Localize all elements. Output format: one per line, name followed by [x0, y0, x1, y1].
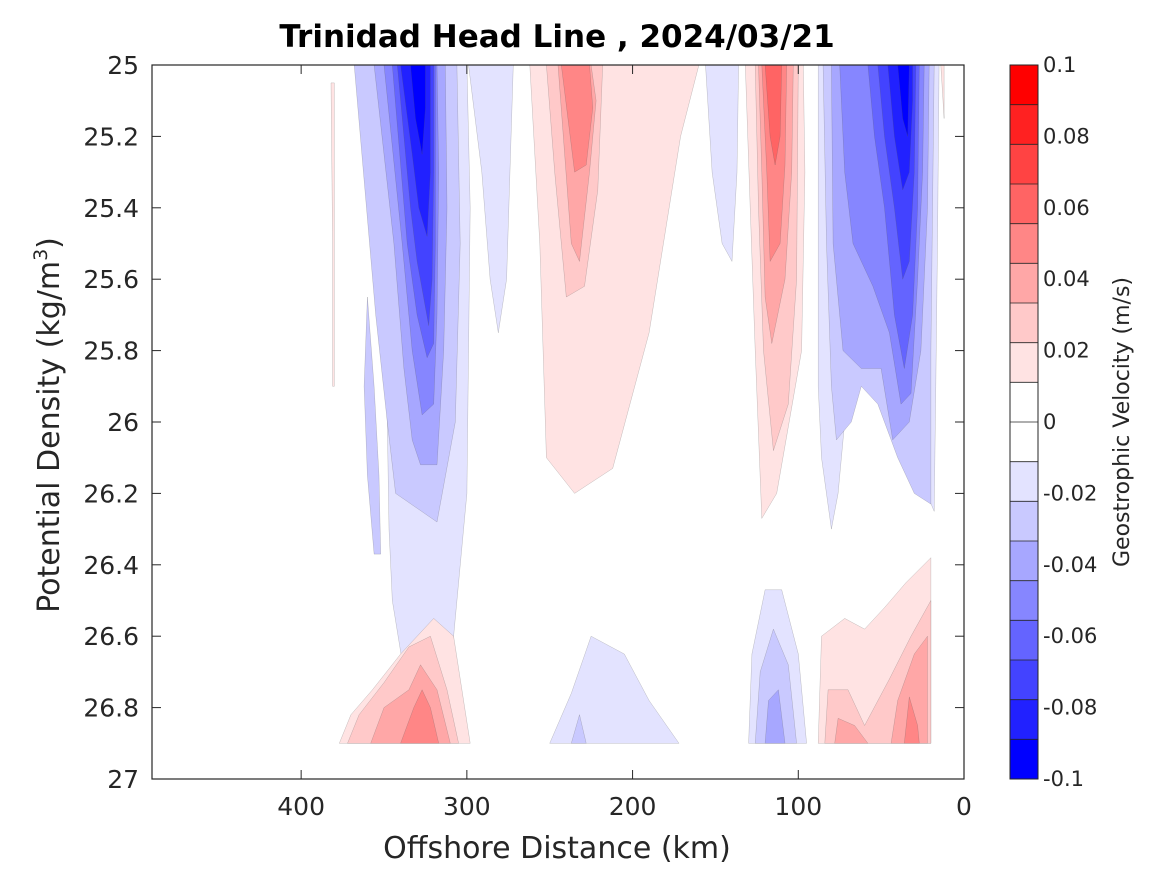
colorbar-tick-label: 0.06 — [1043, 196, 1090, 220]
contour-region — [897, 65, 910, 137]
x-tick-label: 200 — [609, 792, 657, 821]
y-axis-label-superscript: 3 — [30, 249, 52, 261]
colorbar-swatch — [1010, 382, 1038, 423]
colorbar-swatch — [1010, 699, 1038, 740]
contour-region — [705, 65, 739, 263]
chart-title: Trinidad Head Line , 2024/03/21 — [279, 19, 834, 55]
y-tick-label: 25.4 — [83, 194, 139, 223]
colorbar-swatch — [1010, 620, 1038, 661]
y-axis-label-main: Potential Density (kg/m — [32, 261, 67, 613]
contour-fills — [330, 65, 945, 744]
colorbar-swatch — [1010, 65, 1038, 106]
contour-region — [764, 689, 786, 744]
colorbar-swatch — [1010, 263, 1038, 304]
y-tick-label: 27 — [107, 765, 139, 794]
y-tick-label: 26 — [107, 408, 139, 437]
colorbar-swatch — [1010, 660, 1038, 701]
y-tick-label: 25.8 — [83, 337, 139, 366]
y-tick-label: 25.2 — [83, 122, 139, 151]
x-axis: 400 300 200 100 0 — [277, 65, 972, 821]
colorbar-tick-label: -0.04 — [1043, 553, 1097, 577]
colorbar-swatch — [1010, 184, 1038, 225]
x-tick-label: 300 — [443, 792, 491, 821]
y-tick-label: 26.6 — [83, 622, 139, 651]
colorbar-tick-label: 0.1 — [1043, 53, 1076, 77]
colorbar-swatch — [1010, 541, 1038, 582]
colorbar-tick-label: 0.04 — [1043, 267, 1090, 291]
colorbar-swatch — [1010, 580, 1038, 621]
colorbar-swatch — [1010, 303, 1038, 344]
colorbar-tick-label: -0.06 — [1043, 624, 1097, 648]
x-tick-label: 0 — [956, 792, 972, 821]
contour-region — [904, 696, 920, 744]
contour-region — [940, 65, 945, 119]
contour-region — [890, 635, 928, 744]
contour-region — [834, 717, 869, 744]
contour-region — [410, 65, 426, 155]
colorbar: 0.1 0.08 0.06 0.04 0.02 0 -0.02 -0.04 -0.06 -0.08… — [1009, 53, 1097, 791]
contour-region — [561, 65, 594, 173]
colorbar-swatch — [1010, 739, 1038, 780]
colorbar-tick-label: 0.08 — [1043, 124, 1090, 148]
x-tick-label: 100 — [774, 792, 822, 821]
colorbar-frame — [1009, 64, 1039, 780]
contour-region — [549, 635, 680, 744]
colorbar-tick-label: 0 — [1043, 410, 1056, 434]
y-tick-label: 26.2 — [83, 479, 139, 508]
contour-region — [330, 82, 335, 387]
colorbar-swatch — [1010, 501, 1038, 542]
contour-region — [570, 713, 587, 744]
x-tick-label: 400 — [277, 792, 325, 821]
y-tick-label: 26.4 — [83, 551, 139, 580]
x-axis-label: Offshore Distance (km) — [383, 831, 731, 866]
colorbar-tick-label: -0.1 — [1043, 767, 1084, 791]
colorbar-tick-label: -0.02 — [1043, 481, 1097, 505]
y-tick-label: 26.8 — [83, 694, 139, 723]
contour-region — [400, 689, 440, 744]
colorbar-label: Geostrophic Velocity (m/s) — [1110, 277, 1135, 567]
contour-region — [468, 65, 514, 333]
y-tick-label: 25 — [107, 51, 139, 80]
contour-region — [363, 296, 381, 555]
colorbar-swatch — [1010, 223, 1038, 264]
colorbar-tick-label: 0.02 — [1043, 339, 1090, 363]
y-tick-label: 25.6 — [83, 265, 139, 294]
y-axis-label: Potential Density (kg/m3) — [30, 237, 67, 613]
y-axis: 25 25.2 25.4 25.6 25.8 26 26.2 26.4 26.6 26.8 27 — [83, 51, 964, 794]
colorbar-swatch — [1010, 342, 1038, 383]
colorbar-swatch — [1010, 104, 1038, 145]
contour-region — [764, 65, 782, 166]
colorbar-swatch — [1010, 144, 1038, 185]
colorbar-tick-label: -0.08 — [1043, 696, 1097, 720]
colorbar-swatch — [1010, 422, 1038, 463]
y-axis-label-close: ) — [32, 237, 67, 249]
contour-region — [754, 628, 797, 744]
colorbar-swatch — [1010, 461, 1038, 502]
